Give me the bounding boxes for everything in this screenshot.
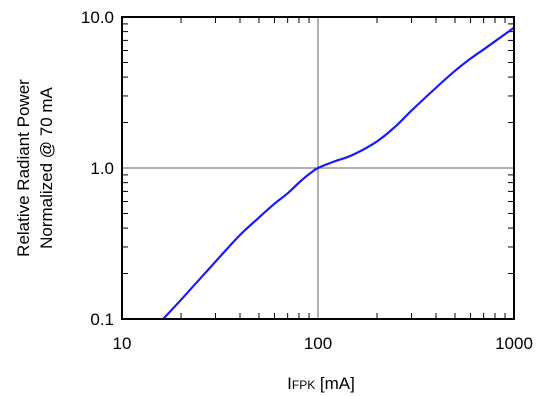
y-tick-label: 0.1	[90, 310, 114, 329]
y-axis-title-line-2: Normalized @ 70 mA	[37, 86, 56, 248]
y-tick-label: 10.0	[81, 8, 114, 27]
x-tick-label: 100	[304, 334, 332, 353]
x-axis-title: IFPK [mA]	[287, 374, 355, 393]
x-tick-label: 10	[113, 334, 132, 353]
y-tick-label: 1.0	[90, 159, 114, 178]
y-axis-title-line-1: Relative Radiant Power	[14, 79, 33, 257]
series-line	[162, 26, 515, 320]
x-axis-title-prefix: I	[287, 374, 292, 393]
tick-labels: 10 100 1000 0.1 1.0 10.0	[81, 8, 533, 353]
x-axis-title-suffix: [mA]	[315, 374, 355, 393]
plot-frame	[121, 16, 515, 320]
x-tick-label: 1000	[495, 334, 533, 353]
x-axis-title-subscript: FPK	[292, 378, 315, 392]
